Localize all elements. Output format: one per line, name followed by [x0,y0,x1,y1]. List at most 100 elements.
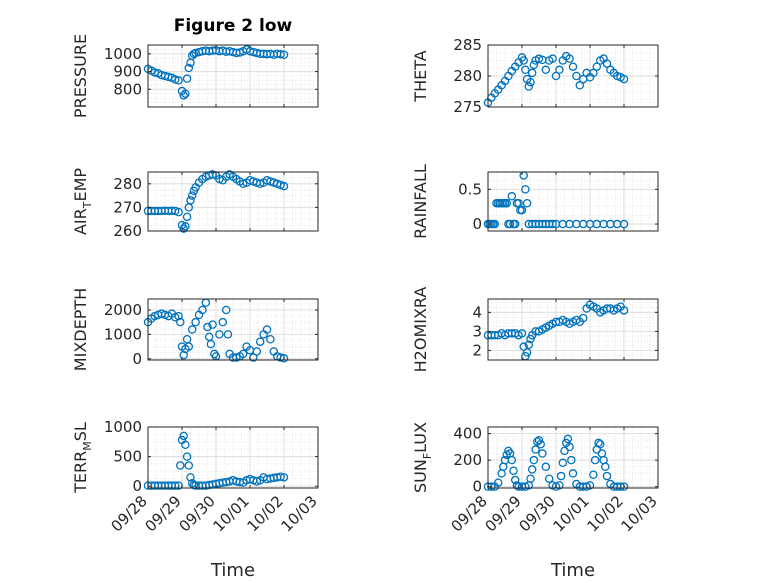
y-tick-label: 400 [453,425,482,443]
data-point [563,434,573,444]
data-point [179,91,188,100]
data-point [589,470,598,479]
data-point [184,342,194,351]
y-axis-label-main: AIR [71,208,90,235]
data-point [176,461,185,470]
data-point [276,472,285,481]
data-point [527,465,537,474]
data-point [507,455,517,465]
data-point [592,62,602,71]
data-point [524,82,534,91]
data-point [575,81,585,90]
data-point [541,462,551,472]
x-tick-label: 10/03 [618,492,661,535]
data-point [526,474,535,483]
data-point [266,335,275,344]
data-point [602,471,612,481]
data-point [555,65,564,75]
data-point [519,56,528,65]
data-point [493,478,503,487]
axes-box [487,171,659,232]
data-point [179,224,188,233]
y-axis-label-main: SUN [411,459,430,493]
y-axis-label-tail: EMP [71,168,90,202]
data-point [595,439,605,449]
subplot-mixdepth: 0 1000 2000 MIXDEPTH [71,288,319,371]
data-point [176,317,185,327]
x-tick-label: 09/29 [482,492,525,535]
data-point [223,330,233,339]
data-point [186,473,195,482]
data-point [565,442,574,452]
y-tick-label: 0 [472,478,482,496]
data-point [521,185,530,194]
data-point [602,59,612,68]
y-tick-label: 1000 [104,325,142,343]
axes-box [147,171,319,232]
y-tick-label: 900 [113,63,142,81]
data-point [522,198,532,208]
data-point [529,455,539,465]
x-axis-label: Time [550,560,595,581]
data-point [502,198,511,208]
data-point [181,89,190,98]
data-point [252,347,262,356]
x-tick-label: 09/28 [108,492,151,535]
data-point [174,311,183,321]
data-point [507,192,517,201]
subplot-h2omixra: 234 H2OMIXRA [411,287,659,372]
data-point [221,305,231,315]
y-tick-label: 200 [453,451,482,469]
data-point [551,71,561,81]
y-tick-label: 800 [113,80,142,98]
data-point [548,219,557,229]
y-axis-label: SUNFLUX [411,422,434,493]
data-point [536,439,545,449]
y-tick-label: 4 [472,303,482,321]
data-point [560,446,569,456]
data-point [181,440,190,450]
data-point [522,348,532,357]
data-point [218,317,228,327]
y-axis-label-subscript: T [81,201,94,209]
x-tick-label: 10/02 [584,492,627,535]
data-point [170,481,180,490]
data-point [526,334,535,344]
data-point [184,461,194,470]
subplot-theta: 275 280 285 THETA [411,36,659,116]
data-point [510,219,520,229]
data-point [512,481,522,490]
y-axis-label-tail: SL [71,422,90,441]
y-axis-label: THETA [411,50,430,102]
axes-box [487,426,659,489]
data-point [567,455,576,465]
x-tick-label: 10/01 [550,492,593,535]
x-axis-label: Time [210,560,255,581]
data-point [589,68,598,78]
data-point [556,471,566,481]
data-point [534,436,544,445]
y-tick-label: 270 [113,198,142,216]
data-point [182,74,192,83]
data-point [544,474,554,483]
data-point [179,431,188,441]
data-point [517,329,527,338]
data-point [619,219,629,229]
data-point [505,219,515,229]
y-tick-label: 260 [113,222,142,240]
x-tick-label: 10/03 [278,492,321,535]
data-point [210,349,219,359]
data-point [184,63,194,73]
data-point [517,205,527,215]
y-axis-label-subscript: F [421,453,434,459]
data-point [619,74,629,84]
data-point [568,62,578,71]
data-point [279,354,289,363]
x-tick-label: 10/01 [210,492,253,535]
figure-title: Figure 2 low [174,16,293,36]
y-tick-label: 0.5 [458,180,482,198]
y-tick-label: 0 [472,215,482,233]
y-axis-label: TERRMSL [71,422,94,494]
